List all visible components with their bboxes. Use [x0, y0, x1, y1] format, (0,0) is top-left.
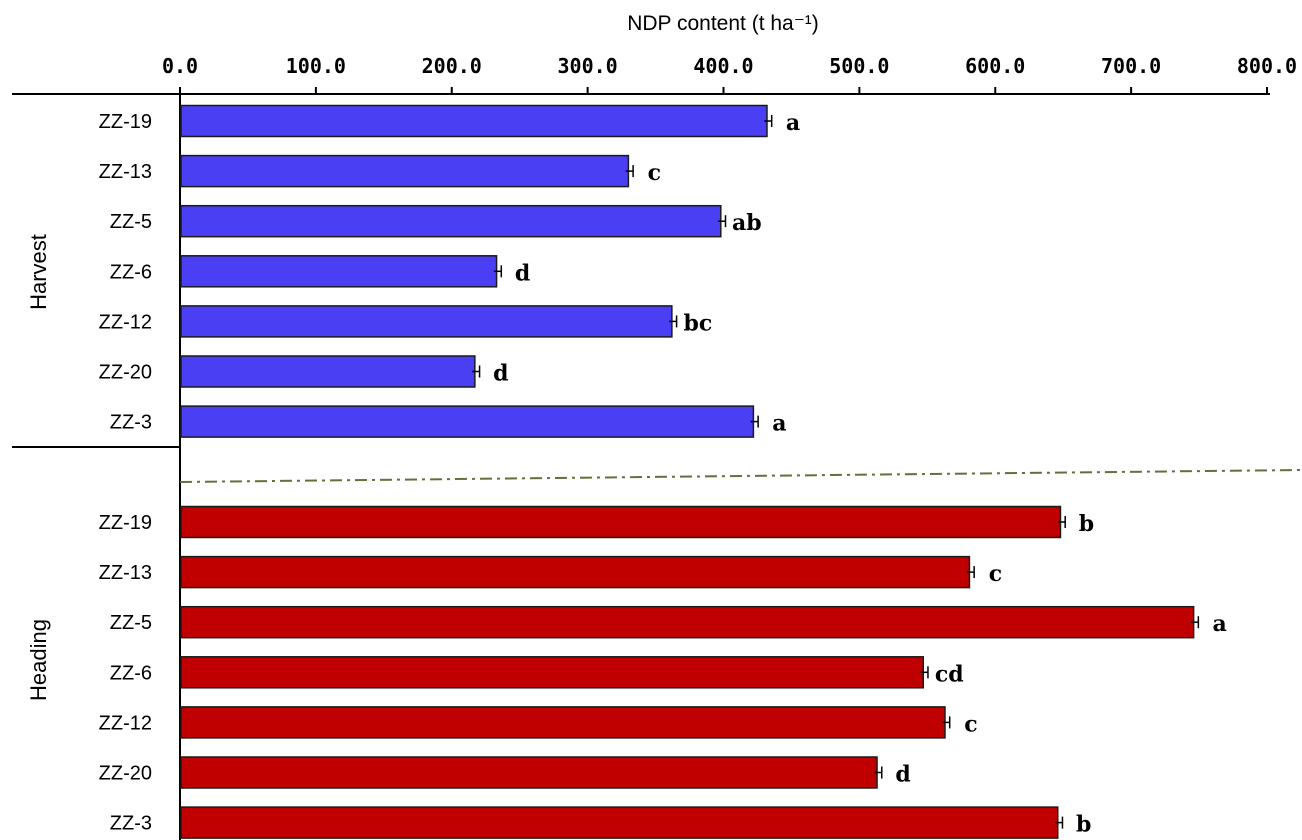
significance-label: ab: [732, 210, 762, 236]
group-label: Heading: [26, 619, 51, 701]
axis-title: NDP content (t ha⁻¹): [627, 12, 819, 35]
significance-label: a: [786, 110, 800, 136]
category-label: ZZ-5: [110, 612, 152, 634]
category-label: ZZ-13: [99, 562, 152, 584]
category-label: ZZ-3: [110, 813, 152, 835]
bar: [180, 405, 755, 438]
bar: [180, 154, 630, 188]
significance-label: d: [515, 260, 530, 286]
x-tick-label: 700.0: [1101, 54, 1161, 78]
bar: [180, 706, 946, 739]
category-label: ZZ-19: [99, 512, 152, 534]
significance-label: a: [1212, 611, 1226, 637]
category-label: ZZ-19: [99, 111, 152, 133]
category-label: ZZ-20: [99, 362, 152, 384]
group-label: Harvest: [26, 234, 51, 310]
x-tick-label: 0.0: [162, 54, 198, 78]
bar: [180, 806, 1059, 839]
significance-label: c: [964, 711, 977, 737]
category-label: ZZ-3: [110, 412, 152, 434]
x-axis-ticks: 0.0 100.0 200.0 300.0 400.0 500.0 600.0 700.0 80…: [162, 54, 1297, 94]
bar: [180, 656, 924, 689]
significance-label: b: [1079, 511, 1094, 537]
category-label: ZZ-12: [99, 311, 152, 333]
bar: [180, 305, 673, 338]
significance-label: c: [648, 160, 661, 186]
significance-label: d: [895, 762, 910, 788]
significance-label: bc: [683, 310, 712, 336]
category-label: ZZ-6: [110, 662, 152, 684]
significance-label: c: [989, 561, 1002, 587]
x-tick-label: 200.0: [422, 54, 482, 78]
bar: [180, 355, 476, 388]
x-tick-label: 600.0: [965, 54, 1025, 78]
bar: [180, 505, 1062, 539]
x-tick-label: 100.0: [286, 54, 346, 78]
bar: [180, 104, 768, 138]
x-tick-label: 300.0: [558, 54, 618, 78]
bar: [180, 756, 878, 789]
category-label: ZZ-5: [110, 211, 152, 233]
bar: [180, 204, 722, 238]
group-harvest: Harvest ZZ-19 a ZZ-13 c ZZ-5 ab ZZ-6 d ZZ-12 bc ZZ-…: [26, 104, 800, 438]
bar: [180, 605, 1195, 639]
significance-label: a: [772, 411, 786, 437]
category-label: ZZ-12: [99, 712, 152, 734]
x-tick-label: 800.0: [1237, 54, 1297, 78]
significance-label: b: [1076, 812, 1091, 838]
dash-dot-divider: [179, 469, 1302, 483]
significance-label: d: [493, 361, 508, 387]
x-tick-label: 500.0: [829, 54, 889, 78]
category-label: ZZ-6: [110, 261, 152, 283]
bar: [180, 555, 971, 589]
group-heading: Heading ZZ-19 b ZZ-13 c ZZ-5 a ZZ-6 cd ZZ-12 c ZZ-2…: [26, 505, 1227, 839]
x-tick-label: 400.0: [693, 54, 753, 78]
category-label: ZZ-13: [99, 161, 152, 183]
bar: [180, 255, 498, 288]
significance-label: cd: [935, 661, 964, 687]
axes: [12, 93, 1302, 840]
category-label: ZZ-20: [99, 763, 152, 785]
